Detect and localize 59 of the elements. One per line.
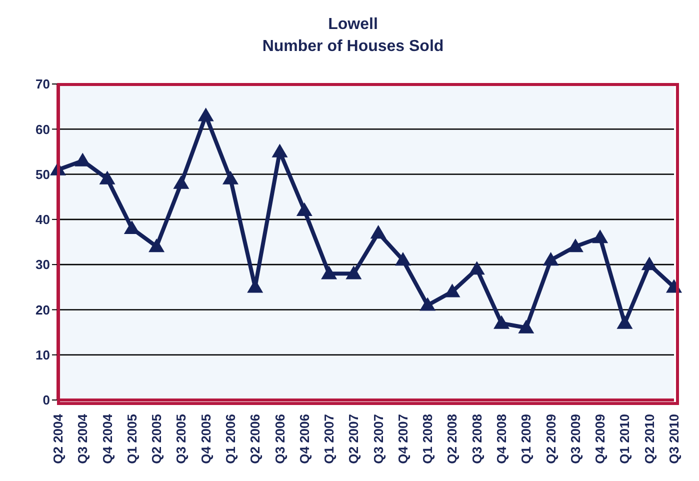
x-tick-label: Q2 2010 — [642, 414, 657, 464]
point — [222, 170, 238, 184]
x-tick-label: Q3 2005 — [174, 414, 189, 464]
x-tick-label: Q3 2009 — [568, 414, 583, 464]
x-tick-label: Q4 2008 — [494, 414, 510, 464]
y-tick-label: 40 — [36, 212, 50, 228]
y-tick-label: 50 — [36, 166, 50, 182]
x-tick-label: Q1 2008 — [420, 414, 436, 464]
x-tick-label: Q2 2005 — [149, 414, 164, 464]
x-tick-label: Q1 2010 — [617, 414, 632, 464]
point — [542, 252, 559, 266]
point — [616, 315, 633, 329]
point — [444, 284, 460, 298]
point — [592, 229, 608, 244]
x-tick-label: Q1 2009 — [518, 414, 534, 464]
point — [148, 238, 165, 252]
x-tick-label: Q3 2006 — [272, 414, 288, 464]
x-tick-label: Q3 2008 — [469, 414, 484, 464]
x-tick-label: Q3 2010 — [666, 414, 682, 464]
y-tick-label: 30 — [36, 257, 50, 272]
y-tick-label: 20 — [36, 302, 50, 318]
point — [346, 266, 362, 280]
x-tick-label: Q3 2007 — [370, 414, 386, 464]
point — [272, 144, 288, 158]
x-tick-label: Q4 2006 — [296, 414, 312, 464]
point — [173, 175, 190, 189]
point — [468, 261, 485, 275]
point — [74, 152, 91, 166]
point — [420, 297, 436, 311]
y-tick-label: 0 — [42, 392, 50, 408]
chart-title: Lowell — [327, 15, 379, 35]
point — [124, 220, 140, 234]
point — [321, 266, 338, 280]
x-tick-label: Q1 2007 — [322, 414, 337, 464]
point — [394, 252, 411, 266]
point — [198, 108, 214, 122]
x-tick-label: Q3 2004 — [75, 413, 90, 464]
x-tick-label: Q4 2007 — [395, 414, 410, 464]
x-tick-label: Q2 2009 — [543, 414, 558, 464]
x-tick-label: Q4 2004 — [100, 413, 115, 464]
point — [494, 315, 510, 329]
x-tick-label: Q4 2005 — [198, 414, 214, 464]
y-tick-label: 10 — [36, 347, 50, 362]
x-tick-label: Q2 2007 — [346, 414, 362, 464]
x-tick-label: Q1 2006 — [222, 414, 238, 464]
x-tick-label: Q4 2009 — [592, 414, 608, 464]
x-tick-label: Q2 2006 — [248, 414, 263, 464]
x-tick-label: Q2 2004 — [50, 413, 66, 464]
point — [370, 224, 386, 239]
point — [567, 238, 584, 252]
x-tick-label: Q2 2008 — [444, 414, 460, 464]
y-tick-label: 70 — [36, 76, 50, 92]
point — [641, 256, 658, 270]
point — [518, 320, 534, 334]
point — [296, 202, 312, 216]
x-tick-label: Q1 2005 — [124, 414, 140, 464]
chart-subtitle: Number of Houses Sold — [261, 37, 445, 57]
point — [99, 170, 116, 184]
y-tick-label: 60 — [36, 122, 50, 137]
